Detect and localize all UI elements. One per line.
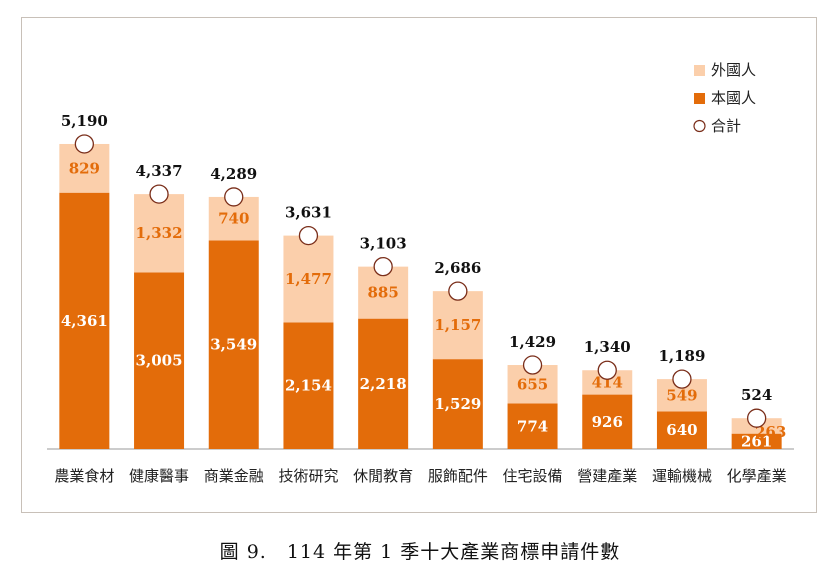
data-label-foreign: 740 bbox=[218, 210, 249, 228]
data-label-foreign: 1,477 bbox=[285, 270, 332, 288]
total-marker bbox=[224, 187, 244, 207]
category-label: 化學產業 bbox=[727, 467, 787, 485]
total-marker bbox=[74, 134, 94, 154]
legend-swatch-foreign bbox=[694, 65, 705, 76]
data-label-domestic: 2,218 bbox=[360, 375, 407, 393]
bar-domestic bbox=[582, 394, 633, 449]
data-label-total: 1,189 bbox=[658, 347, 705, 365]
total-marker bbox=[747, 408, 767, 428]
data-label-foreign: 885 bbox=[367, 284, 398, 302]
total-marker bbox=[373, 256, 393, 277]
data-label-domestic: 3,549 bbox=[210, 336, 257, 354]
chart-frame: 4,361 829 5,190 農業食材 3,005 1,332 4,337 健康醫事 3,54… bbox=[21, 17, 817, 513]
total-marker bbox=[298, 225, 319, 246]
figure-caption: 圖 9. 114 年第 1 季十大產業商標申請件數 bbox=[219, 541, 621, 563]
bar-domestic bbox=[283, 322, 334, 449]
data-label-total: 524 bbox=[741, 386, 772, 404]
total-marker bbox=[149, 184, 169, 204]
data-label-total: 2,686 bbox=[434, 259, 481, 277]
legend-label-foreign: 外國人 bbox=[711, 61, 756, 79]
bar-foreign bbox=[432, 291, 483, 360]
data-label-domestic: 774 bbox=[517, 417, 548, 435]
bar-foreign bbox=[134, 194, 185, 273]
data-label-foreign: 829 bbox=[69, 159, 100, 177]
data-label-domestic: 2,154 bbox=[285, 377, 332, 395]
legend-marker-total bbox=[693, 119, 706, 133]
data-label-foreign: 549 bbox=[666, 386, 697, 404]
bar-domestic bbox=[656, 411, 707, 449]
stacked-bar-chart: 4,361 829 5,190 農業食材 3,005 1,332 4,337 健康醫事 3,54… bbox=[47, 61, 794, 485]
legend-swatch-domestic bbox=[694, 93, 705, 104]
bar-domestic bbox=[432, 359, 483, 449]
total-marker bbox=[522, 355, 543, 375]
data-label-total: 1,429 bbox=[509, 333, 556, 351]
data-label-domestic: 3,005 bbox=[136, 352, 183, 370]
data-label-domestic: 926 bbox=[592, 413, 623, 431]
bar-foreign bbox=[283, 235, 334, 323]
total-marker bbox=[448, 281, 468, 301]
data-label-foreign: 1,157 bbox=[434, 316, 481, 334]
category-label: 健康醫事 bbox=[129, 467, 189, 485]
data-label-total: 3,103 bbox=[360, 235, 407, 253]
bar-domestic bbox=[208, 240, 259, 449]
category-label: 服飾配件 bbox=[428, 467, 488, 485]
data-label-total: 3,631 bbox=[285, 204, 332, 222]
data-label-total: 5,190 bbox=[61, 112, 108, 130]
data-label-foreign: 655 bbox=[517, 375, 548, 393]
total-marker bbox=[597, 360, 617, 380]
data-label-total: 4,289 bbox=[210, 165, 257, 183]
category-label: 技術研究 bbox=[278, 467, 338, 485]
data-label-domestic: 4,361 bbox=[61, 312, 108, 330]
data-label-domestic: 640 bbox=[666, 421, 697, 439]
data-label-foreign: 1,332 bbox=[136, 224, 183, 242]
data-label-total: 1,340 bbox=[584, 338, 631, 356]
bar-domestic bbox=[59, 192, 110, 449]
category-label: 住宅設備 bbox=[503, 467, 563, 485]
bar-domestic bbox=[507, 403, 558, 449]
bar-domestic bbox=[134, 272, 185, 449]
data-label-total: 4,337 bbox=[136, 162, 183, 180]
category-label: 農業食材 bbox=[54, 467, 114, 485]
bar-domestic bbox=[358, 318, 409, 449]
data-label-domestic: 261 bbox=[741, 432, 772, 450]
legend-label-domestic: 本國人 bbox=[711, 89, 756, 107]
data-label-foreign: 263 bbox=[755, 423, 786, 441]
category-label: 休閒教育 bbox=[353, 467, 413, 485]
legend-label-total: 合計 bbox=[711, 117, 741, 135]
category-label: 營建產業 bbox=[577, 467, 637, 485]
total-marker bbox=[672, 369, 692, 389]
data-label-domestic: 1,529 bbox=[434, 395, 481, 413]
category-label: 運輸機械 bbox=[652, 467, 712, 485]
category-label: 商業金融 bbox=[204, 467, 264, 485]
data-label-foreign: 414 bbox=[592, 373, 623, 391]
bar-domestic bbox=[731, 433, 782, 449]
